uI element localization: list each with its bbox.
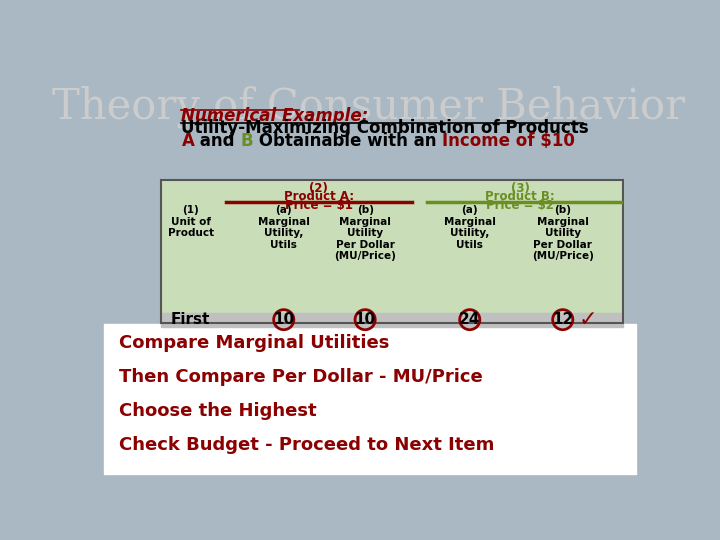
Text: Price = $1: Price = $1 (284, 199, 353, 212)
Text: Utility-Maximizing Combination of Products: Utility-Maximizing Combination of Produc… (181, 119, 589, 138)
Text: (a)
Marginal
Utility,
Utils: (a) Marginal Utility, Utils (258, 205, 310, 249)
Text: Product A:: Product A: (284, 190, 354, 203)
Text: 12: 12 (552, 312, 573, 327)
Bar (161, 180, 624, 323)
Text: and: and (194, 132, 240, 150)
Bar (161, 180, 624, 323)
Text: 10: 10 (354, 312, 376, 327)
Text: 24: 24 (459, 312, 480, 327)
Text: Obtainable with an: Obtainable with an (253, 132, 443, 150)
Text: A: A (181, 132, 194, 150)
Text: (a)
Marginal
Utility,
Utils: (a) Marginal Utility, Utils (444, 205, 495, 249)
Text: (2): (2) (309, 182, 328, 195)
Text: (b)
Marginal
Utility
Per Dollar
(MU/Price): (b) Marginal Utility Per Dollar (MU/Pric… (532, 205, 594, 261)
Text: Check Budget - Proceed to Next Item: Check Budget - Proceed to Next Item (120, 436, 495, 454)
Text: Compare Marginal Utilities: Compare Marginal Utilities (120, 334, 390, 352)
Text: Then Compare Per Dollar - MU/Price: Then Compare Per Dollar - MU/Price (120, 368, 483, 386)
Text: (1)
Unit of
Product: (1) Unit of Product (168, 205, 214, 238)
Text: Numerical Example:: Numerical Example: (181, 107, 369, 125)
Text: 10: 10 (273, 312, 294, 327)
Bar (161, 313, 624, 327)
Text: B: B (240, 132, 253, 150)
Text: Theory of Consumer Behavior: Theory of Consumer Behavior (53, 85, 685, 128)
Text: Choose the Highest: Choose the Highest (120, 402, 317, 420)
Text: Price = $2: Price = $2 (486, 199, 554, 212)
Text: First: First (171, 312, 210, 327)
Bar (104, 323, 636, 475)
Text: (3): (3) (510, 182, 530, 195)
Text: (b)
Marginal
Utility
Per Dollar
(MU/Price): (b) Marginal Utility Per Dollar (MU/Pric… (334, 205, 396, 261)
Text: ✓: ✓ (578, 309, 597, 329)
Text: Income of $10: Income of $10 (443, 132, 575, 150)
Text: Product B:: Product B: (485, 190, 555, 203)
